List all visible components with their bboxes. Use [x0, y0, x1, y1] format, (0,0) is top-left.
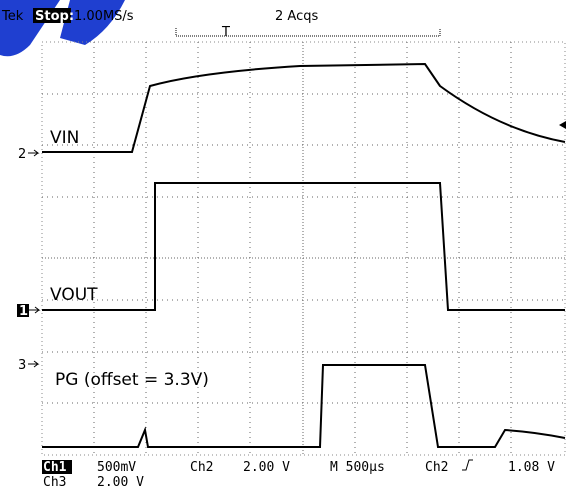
ch2-label: Ch2: [190, 460, 213, 475]
timebase: M 500µs: [330, 460, 385, 475]
marker-arrow: [29, 306, 41, 314]
ch1-label: Ch1: [43, 460, 67, 475]
ch2-scale: 2.00 V: [243, 460, 290, 475]
pg-trace: [42, 364, 566, 448]
ch3-scale: 2.00 V: [97, 475, 144, 490]
ch2-marker: 2: [18, 147, 26, 162]
marker-arrow: [28, 149, 40, 157]
vout-label: VOUT: [50, 285, 98, 305]
trigger-level-arrow: [559, 121, 566, 129]
marker-arrow: [28, 360, 40, 368]
trigger-slope: [462, 459, 473, 471]
ch1-bg: [42, 460, 72, 474]
ch1-marker-bg: [17, 304, 29, 317]
sample-rate: 1.00MS/s: [74, 9, 134, 24]
stop-bg: [33, 8, 71, 23]
ch3-marker: 3: [18, 358, 26, 373]
brand: Tek: [1, 9, 24, 24]
graticule: [41, 41, 566, 456]
trigger-level: 1.08 V: [508, 460, 555, 475]
watermark: [60, 0, 125, 45]
ch1-marker: 1: [19, 304, 28, 319]
trigger-source: Ch2: [425, 460, 448, 475]
record-bracket: [175, 28, 441, 37]
vin-trace: [42, 62, 566, 153]
trigger-marker: T: [221, 25, 230, 40]
vout-trace: [42, 182, 565, 311]
acquisitions: 2 Acqs: [275, 9, 318, 24]
ch1-scale: 500mV: [97, 460, 136, 475]
state: Stop:: [35, 9, 74, 24]
ch3-label: Ch3: [43, 475, 66, 490]
vin-label: VIN: [50, 128, 79, 148]
pg-label: PG (offset = 3.3V): [55, 370, 209, 390]
